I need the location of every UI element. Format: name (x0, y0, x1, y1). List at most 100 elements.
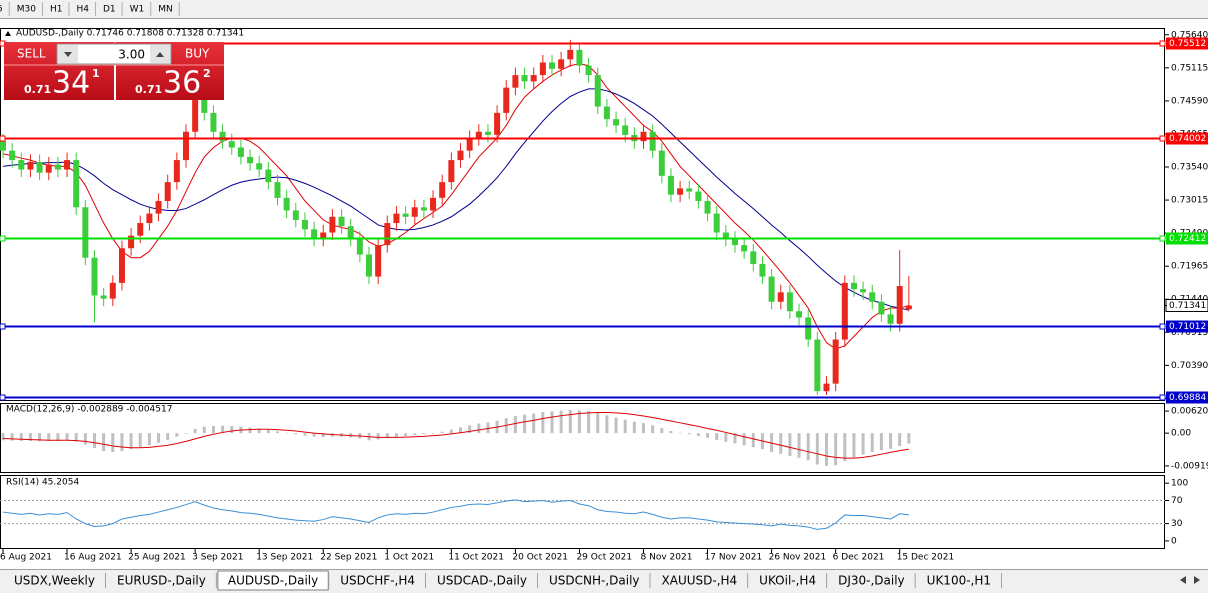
timeframe-button[interactable]: H1 (50, 5, 63, 15)
y-tick-label: 70 (1171, 496, 1183, 506)
tab-background (828, 571, 915, 590)
macd-bar (102, 433, 106, 451)
candle-body (301, 219, 308, 230)
candle-body (402, 213, 409, 217)
macd-bar (248, 427, 252, 434)
timeframe-button[interactable]: W1 (130, 5, 145, 15)
macd-bar (74, 433, 78, 442)
candle-body (466, 138, 473, 151)
tab[interactable]: EURUSD-,Daily (117, 574, 206, 588)
tab[interactable]: UK100-,H1 (927, 574, 991, 588)
candle-body (887, 314, 894, 324)
candle-body (805, 317, 812, 340)
level-handle (1159, 135, 1166, 142)
candle-body (878, 301, 885, 315)
sell-label[interactable]: SELL (17, 47, 46, 61)
tab[interactable]: USDCNH-,Daily (549, 574, 640, 588)
macd-bar (93, 433, 96, 449)
macd-bar (294, 433, 298, 435)
candle-body (18, 160, 25, 170)
macd-bar (413, 433, 417, 435)
tab[interactable]: XAUUSD-,H4 (662, 574, 738, 588)
level-label: 0.69884 (1169, 393, 1206, 403)
macd-bar (276, 431, 279, 434)
candle-body (704, 201, 711, 214)
candle-body (283, 197, 290, 211)
timeframe-button[interactable]: M30 (17, 5, 36, 15)
buy-label[interactable]: BUY (185, 47, 210, 61)
sell-price-big: 0.71 (24, 83, 51, 96)
level-handle (0, 135, 6, 142)
candle-body (905, 305, 912, 310)
macd-bar (751, 433, 755, 448)
macd-bar (550, 411, 554, 434)
level-label: 0.74002 (1169, 134, 1206, 144)
level-label-box (1166, 391, 1208, 404)
timeframe-button[interactable]: H4 (76, 5, 89, 15)
panel-title: RSI(14) 45.2054 (6, 478, 79, 488)
candle-body (869, 292, 876, 302)
y-tick-label: 0.75115 (1171, 63, 1208, 73)
candle-body (247, 156, 254, 164)
y-tick-label: 0.75640 (1171, 30, 1208, 40)
macd-bar (431, 433, 435, 434)
macd-bar (532, 413, 536, 434)
macd-bar (184, 433, 188, 434)
candle-body (45, 164, 52, 173)
x-tick-label: 16 Aug 2021 (64, 553, 122, 563)
macd-bar (147, 433, 151, 446)
candle-body (256, 163, 263, 170)
lot-value[interactable]: 3.00 (118, 48, 145, 62)
macd-bar (303, 433, 307, 436)
level-handle (0, 235, 6, 242)
candle-body (713, 213, 720, 233)
x-tick-label: 22 Sep 2021 (320, 553, 377, 563)
x-tick-label: 6 Aug 2021 (0, 553, 52, 563)
level-label: 0.72412 (1169, 234, 1206, 244)
timeframe-button[interactable]: MN (158, 5, 173, 15)
macd-bar (815, 433, 819, 465)
tab[interactable]: USDX,Weekly (14, 574, 95, 588)
candle-body (137, 223, 144, 236)
macd-bar (376, 433, 380, 440)
candle-body (796, 311, 803, 318)
macd-bar (166, 433, 170, 440)
x-tick-label: 26 Nov 2021 (769, 553, 827, 563)
macd-bar (312, 433, 316, 437)
macd-bar (321, 433, 325, 438)
level-handle (1159, 40, 1166, 47)
macd-bar (404, 433, 408, 437)
macd-bar (541, 412, 545, 434)
tab-scroll-right[interactable] (1194, 576, 1200, 584)
macd-bar (422, 433, 426, 435)
macd-bar (157, 433, 161, 443)
tab[interactable]: DJ30-,Daily (838, 574, 905, 588)
candle-body (521, 75, 528, 82)
candle-body (503, 87, 510, 113)
candle-body (722, 232, 729, 239)
macd-bar (907, 433, 911, 444)
tab[interactable]: USDCHF-,H4 (340, 574, 415, 588)
candle-body (91, 257, 98, 296)
level-handle (1159, 235, 1166, 242)
timeframe-button[interactable]: 5 (0, 5, 3, 15)
macd-bar (788, 433, 792, 456)
tab-scroll-left[interactable] (1180, 576, 1186, 584)
candle-body (494, 112, 501, 135)
tab[interactable]: USDCAD-,Daily (437, 574, 527, 588)
candle-body (567, 49, 574, 60)
candle-body (686, 188, 693, 192)
timeframe-button[interactable]: D1 (103, 5, 116, 15)
tab[interactable]: UKOil-,H4 (759, 574, 816, 588)
macd-bar (38, 433, 42, 442)
lot-box[interactable] (56, 43, 172, 65)
x-tick-label: 17 Nov 2021 (705, 553, 763, 563)
chart-window (0, 19, 1208, 569)
candle-body (54, 164, 61, 170)
tab-background (4, 571, 105, 590)
candle-body (585, 65, 592, 76)
collapse-icon[interactable] (5, 31, 11, 36)
tab[interactable]: AUDUSD-,Daily (228, 574, 318, 588)
macd-bar (385, 433, 389, 439)
